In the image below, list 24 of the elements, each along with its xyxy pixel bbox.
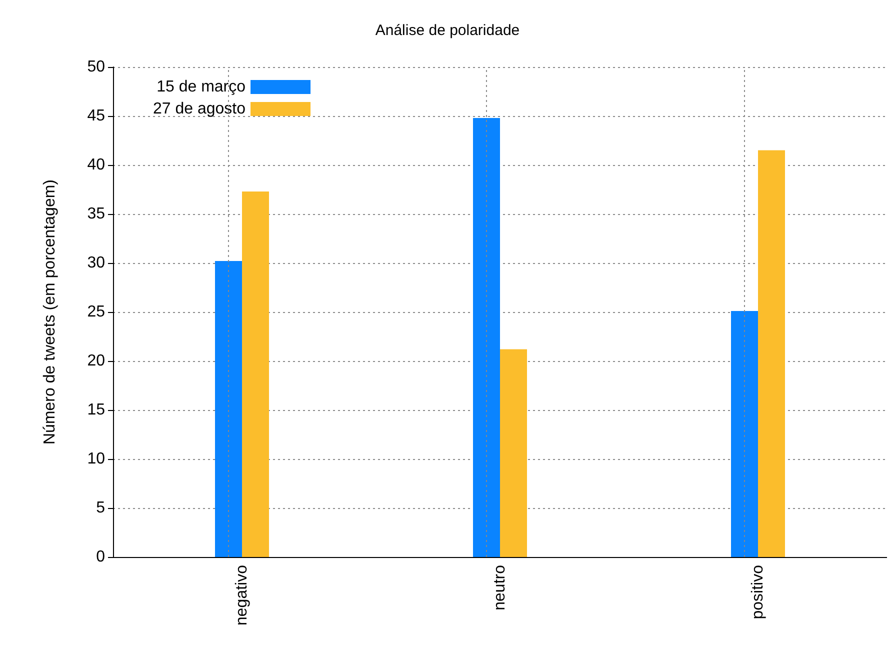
bar (500, 349, 527, 557)
y-tick-label: 50 (87, 58, 106, 76)
y-tick-label: 0 (96, 548, 106, 566)
y-tick-label: 20 (87, 352, 106, 370)
y-tick-label: 5 (96, 500, 106, 516)
y-tick-label: 10 (87, 450, 106, 468)
x-tick-label: positivo (750, 564, 766, 620)
y-tick-label: 40 (87, 156, 106, 174)
chart-title: Análise de polaridade (375, 22, 520, 39)
bar (242, 191, 269, 557)
x-tick-label: neutro (492, 564, 508, 610)
y-tick-label: 15 (87, 402, 106, 418)
y-tick-label: 25 (87, 304, 106, 320)
legend-label: 27 de agosto (152, 100, 246, 118)
x-tick-label: negativo (234, 564, 250, 626)
y-tick-label: 35 (87, 206, 106, 222)
bar (758, 150, 785, 557)
bar (473, 118, 500, 557)
bar (731, 311, 758, 557)
y-axis-title: Número de tweets (em porcentagem) (42, 180, 58, 444)
bar (215, 261, 242, 557)
legend-label: 15 de março (156, 78, 246, 96)
y-tick-label: 45 (87, 108, 106, 124)
y-tick-label: 30 (87, 254, 106, 272)
